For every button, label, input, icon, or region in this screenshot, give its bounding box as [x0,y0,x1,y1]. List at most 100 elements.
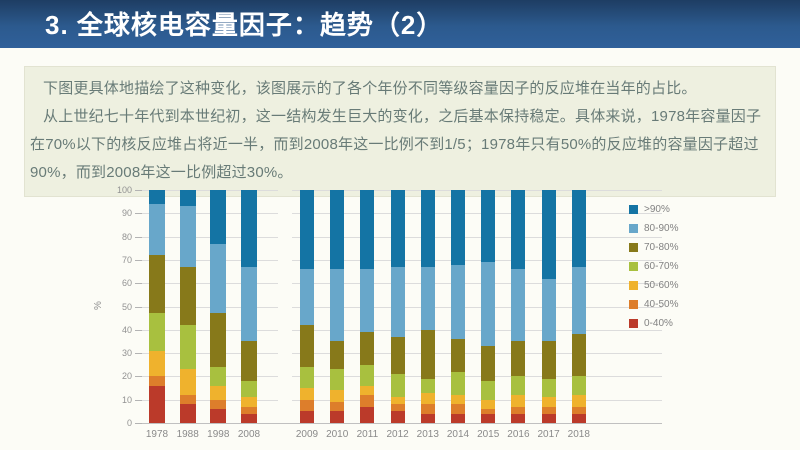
bar-segment-70-80% [149,255,165,314]
y-axis-tick [135,399,142,401]
bar-segment->90% [210,190,227,244]
gridline [292,353,662,355]
y-axis-tick [135,423,142,424]
bar-segment-80-90% [451,264,465,340]
bar-segment-60-70% [330,369,345,391]
gridline [140,190,278,191]
gridline [140,306,278,308]
legend-swatch-icon [629,319,638,328]
legend-swatch-icon [629,281,638,290]
bar-segment-60-70% [179,325,196,370]
bar-segment-80-90% [300,269,314,326]
bar-segment-70-80% [571,334,586,377]
legend-label: 80-90% [644,223,679,234]
bar-segment-70-80% [541,341,556,379]
x-axis-label: 2012 [386,429,409,440]
legend-item: 50-60% [629,276,678,295]
legend-label: 40-50% [644,299,679,310]
bar-segment-70-80% [300,325,314,368]
bar-segment-50-60% [541,397,556,407]
legend-item: 40-50% [629,295,678,314]
bar-segment->90% [481,190,496,263]
bar-segment-50-60% [571,395,586,407]
legend-item: >90% [629,200,678,219]
gridline [140,213,278,215]
bar-segment-60-70% [481,381,496,400]
bar-segment-70-80% [390,336,405,375]
y-axis-tick [135,306,142,308]
bar-segment-40-50% [451,404,465,414]
y-axis-tick-label: 10 [121,394,132,405]
bar-segment-80-90% [330,269,345,342]
bar-segment-50-60% [511,395,526,407]
legend-item: 80-90% [629,219,678,238]
gridline [292,399,662,401]
bar-segment-40-50% [330,402,345,412]
bar-segment-40-50% [481,409,496,414]
gridline [292,190,662,191]
legend-swatch-icon [629,224,638,233]
bar-segment-0-40% [241,413,257,423]
bar-segment-80-90% [149,203,165,256]
bar-segment-70-80% [360,332,375,365]
bar-segment-70-80% [179,266,196,326]
gridline [140,353,278,355]
x-axis-label: 2014 [446,429,470,440]
bar-segment-0-40% [149,385,165,423]
chart-legend: >90% 80-90% 70-80% 60-70% 50-60% 40-50% 0-40% [629,200,678,333]
bar-segment-80-90% [511,269,526,342]
bar-segment-60-70% [210,367,227,386]
bar-segment-70-80% [241,341,257,382]
x-axis-label: 2018 [567,429,590,440]
x-axis-label: 1988 [176,429,199,440]
gridline [292,283,662,285]
y-axis-tick-label: 40 [121,324,132,335]
y-axis-tick [135,353,142,355]
gridline [140,399,278,401]
bar-segment-40-50% [300,399,314,412]
bar-segment-0-40% [451,413,465,423]
bar-segment->90% [241,190,257,267]
x-axis-line [135,423,662,424]
bar-segment-40-50% [390,404,405,412]
bar-segment-80-90% [481,262,496,347]
x-axis-label: 2015 [477,429,500,440]
y-axis-tick-label: 90 [121,208,132,219]
bar-segment-70-80% [330,341,345,370]
bar-segment->90% [571,190,586,267]
bar-segment-40-50% [360,395,375,407]
bar-segment-50-60% [481,399,496,409]
bar-segment-60-70% [241,381,257,398]
bar-segment-70-80% [420,329,435,379]
bar-segment-0-40% [300,411,314,423]
bar-segment-50-60% [390,397,405,405]
bar-segment->90% [360,190,375,270]
gridline [292,376,662,378]
legend-label: 60-70% [644,261,679,272]
bar-segment->90% [390,190,405,267]
bar-segment->90% [420,190,435,267]
y-axis-tick-label: 50 [121,301,132,312]
summary-paragraph-2: 从上世纪七十年代到本世纪初，这一结构发生巨大的变化，之后基本保持稳定。具体来说，… [30,108,762,181]
legend-label: 0-40% [644,318,673,329]
legend-swatch-icon [629,262,638,271]
bar-segment-80-90% [360,269,375,333]
legend-swatch-icon [629,243,638,252]
summary-text-box: 下图更具体地描绘了这种变化，该图展示的了各个年份不同等级容量因子的反应堆在当年的… [24,66,776,197]
bar-segment-60-70% [149,313,165,351]
bar-segment-0-40% [390,411,405,423]
y-axis-tick [135,329,142,331]
bar-segment-80-90% [241,266,257,342]
y-axis-tick-label: 20 [121,371,132,382]
gridline [292,213,662,215]
bar-segment-80-90% [420,266,435,330]
bar-segment->90% [511,190,526,270]
bar-segment-70-80% [511,341,526,377]
x-axis-label: 2010 [326,429,349,440]
y-axis-tick-label: 100 [116,185,132,195]
gridline [140,376,278,378]
x-axis-label: 2009 [295,429,319,440]
y-axis-tick-label: 0 [126,418,132,428]
y-axis-tick-label: 60 [121,278,132,289]
